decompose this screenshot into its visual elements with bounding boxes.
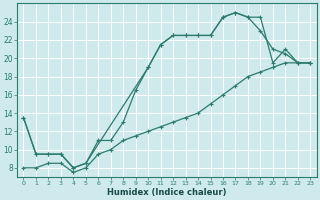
X-axis label: Humidex (Indice chaleur): Humidex (Indice chaleur) (107, 188, 227, 197)
